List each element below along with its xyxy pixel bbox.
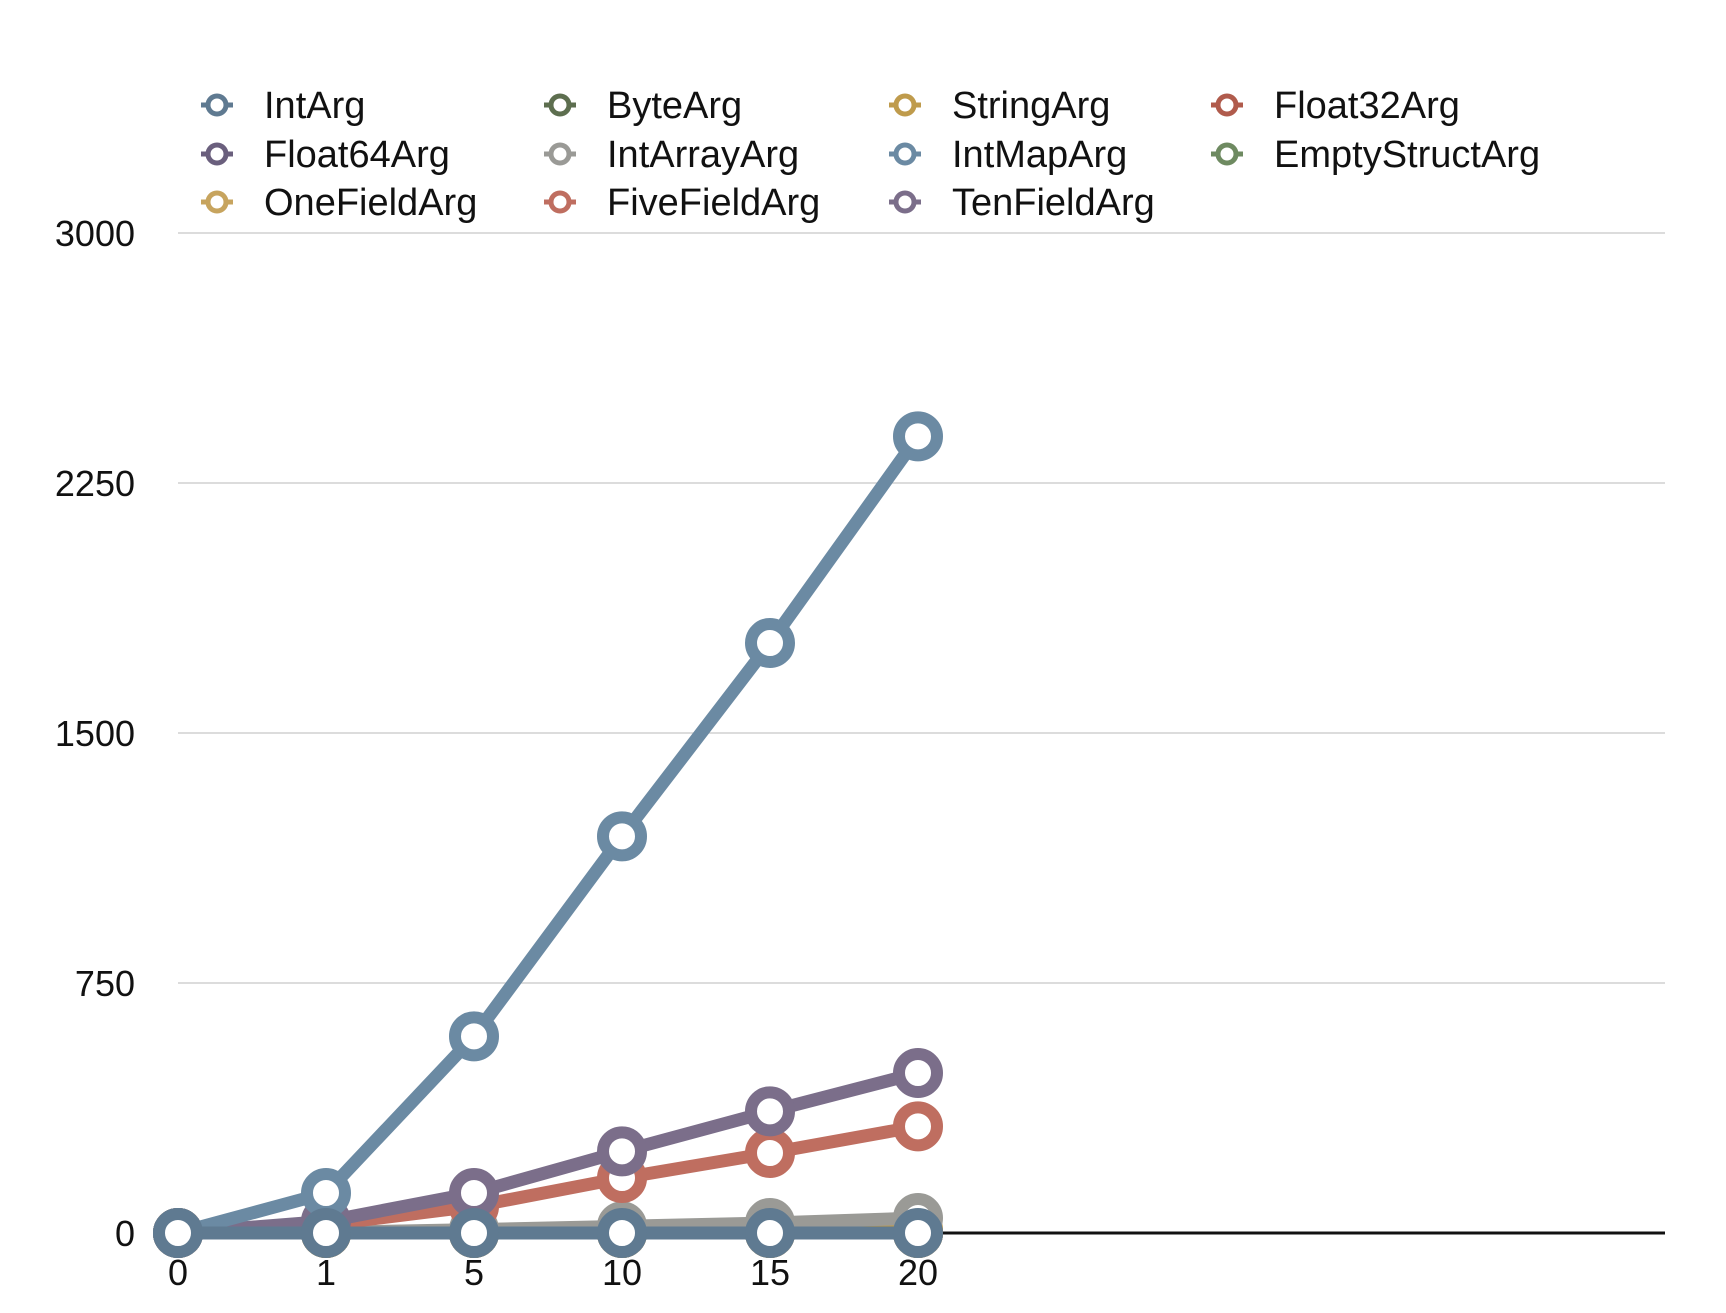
series-intarg — [153, 1208, 943, 1258]
series-lines — [153, 411, 943, 1258]
y-tick-label-3000: 3000 — [55, 213, 135, 254]
x-tick-label-20: 20 — [898, 1252, 938, 1293]
legend-swatch-marker-tenfieldarg — [893, 190, 917, 214]
data-point-intmaparg-10 — [597, 811, 647, 862]
legend-label-intmaparg: IntMapArg — [952, 134, 1127, 176]
series-intmaparg — [153, 411, 943, 1258]
legend-item-float64arg: Float64Arg — [201, 134, 450, 176]
legend-swatch-marker-intarrayarg — [548, 142, 572, 166]
x-tick-label-5: 5 — [464, 1252, 484, 1293]
data-point-intmaparg-5 — [449, 1011, 499, 1062]
legend-swatch-marker-onefieldarg — [205, 190, 229, 214]
legend-label-fivefieldarg: FiveFieldArg — [607, 182, 820, 224]
legend-label-emptystructarg: EmptyStructArg — [1274, 134, 1540, 176]
y-tick-label-1500: 1500 — [55, 713, 135, 754]
data-point-intarg-0 — [153, 1208, 203, 1258]
data-point-tenfieldarg-20 — [893, 1048, 943, 1098]
legend-swatch-marker-emptystructarg — [1215, 142, 1239, 166]
gridlines — [178, 232, 1665, 984]
legend-label-tenfieldarg: TenFieldArg — [952, 182, 1155, 224]
data-point-tenfieldarg-15 — [745, 1086, 795, 1137]
y-tick-label-0: 0 — [115, 1213, 135, 1254]
x-tick-label-1: 1 — [316, 1252, 336, 1293]
legend-label-onefieldarg: OneFieldArg — [264, 182, 477, 224]
data-point-fivefieldarg-15 — [745, 1128, 795, 1178]
legend-swatch-marker-intmaparg — [893, 142, 917, 166]
legend-swatch-marker-stringarg — [893, 93, 917, 117]
data-point-intmaparg-20 — [893, 411, 943, 462]
legend-item-intarg: IntArg — [201, 85, 365, 127]
y-tick-label-750: 750 — [75, 963, 135, 1004]
data-point-intarg-1 — [301, 1208, 351, 1258]
legend-item-tenfieldarg: TenFieldArg — [889, 182, 1155, 224]
legend-swatch-marker-bytearg — [548, 93, 572, 117]
legend-label-intarrayarg: IntArrayArg — [607, 134, 799, 176]
legend: IntArg ByteArg StringArg Float32Arg Float64A… — [201, 85, 1540, 224]
legend-label-float64arg: Float64Arg — [264, 134, 450, 176]
x-tick-label-15: 15 — [750, 1252, 790, 1293]
legend-item-onefieldarg: OneFieldArg — [201, 182, 477, 224]
legend-swatch-marker-float32arg — [1215, 93, 1239, 117]
data-point-fivefieldarg-20 — [893, 1101, 943, 1152]
legend-item-stringarg: StringArg — [889, 85, 1110, 127]
data-point-intarg-15 — [745, 1208, 795, 1258]
data-point-tenfieldarg-5 — [449, 1168, 499, 1218]
data-point-intmaparg-15 — [745, 618, 795, 668]
data-point-intarg-10 — [597, 1208, 647, 1258]
legend-item-float32arg: Float32Arg — [1211, 85, 1460, 127]
x-tick-label-0: 0 — [168, 1252, 188, 1293]
legend-swatch-marker-intarg — [205, 93, 229, 117]
legend-label-bytearg: ByteArg — [607, 85, 742, 127]
legend-swatch-marker-fivefieldarg — [548, 190, 572, 214]
legend-item-intmaparg: IntMapArg — [889, 134, 1127, 176]
data-point-tenfieldarg-10 — [597, 1126, 647, 1177]
legend-item-bytearg: ByteArg — [544, 85, 742, 127]
series-line-intmaparg — [171, 429, 925, 1240]
legend-swatch-marker-float64arg — [205, 142, 229, 166]
legend-label-stringarg: StringArg — [952, 85, 1110, 127]
legend-label-float32arg: Float32Arg — [1274, 85, 1460, 127]
data-point-intmaparg-1 — [301, 1168, 351, 1218]
data-point-intarg-20 — [893, 1208, 943, 1258]
data-point-intarg-5 — [449, 1208, 499, 1258]
y-tick-label-2250: 2250 — [55, 463, 135, 504]
legend-item-emptystructarg: EmptyStructArg — [1211, 134, 1540, 176]
x-tick-label-10: 10 — [602, 1252, 642, 1293]
legend-item-fivefieldarg: FiveFieldArg — [544, 182, 820, 224]
legend-label-intarg: IntArg — [264, 85, 365, 127]
legend-item-intarrayarg: IntArrayArg — [544, 134, 799, 176]
